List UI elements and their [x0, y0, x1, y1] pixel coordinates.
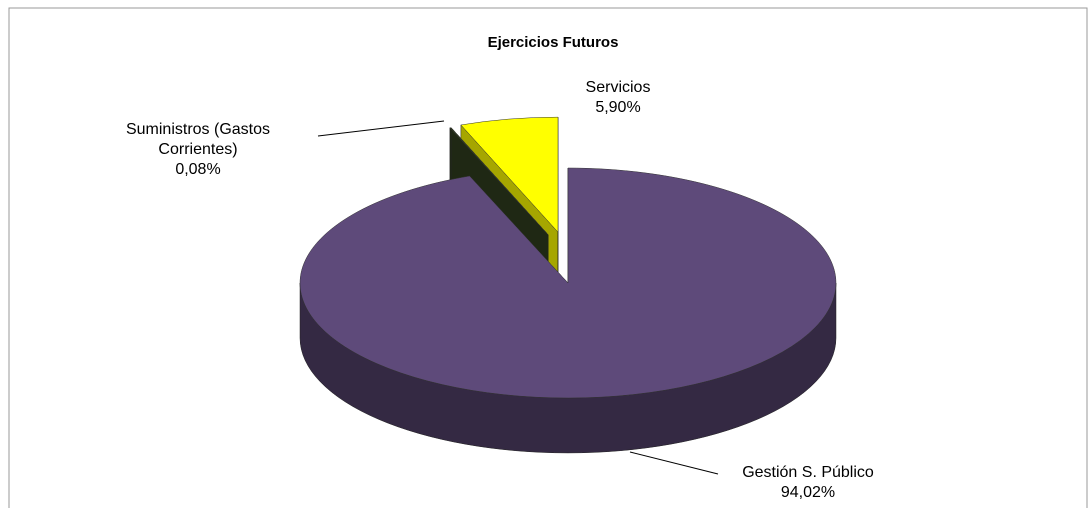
value-label: 94,02% — [780, 484, 836, 501]
label: Servicios 5,90% — [538, 78, 698, 118]
leader-line — [317, 120, 445, 137]
frame — [8, 7, 1088, 508]
value-label: 5,90% — [595, 99, 641, 116]
slice — [460, 116, 559, 233]
leader-line — [629, 451, 719, 475]
category-label: Servicios — [585, 79, 651, 96]
chart-title: Ejercicios Futuros — [488, 34, 619, 51]
value-label: 0,08% — [175, 161, 221, 178]
category-label: Suministros (Gastos Corrientes) — [125, 121, 271, 158]
slice — [299, 167, 837, 399]
label: Gestión S. Público 94,02% — [698, 463, 918, 503]
label: Suministros (Gastos Corrientes) 0,08% — [111, 120, 286, 180]
category-label: Gestión S. Público — [742, 464, 874, 481]
slice — [449, 127, 549, 235]
